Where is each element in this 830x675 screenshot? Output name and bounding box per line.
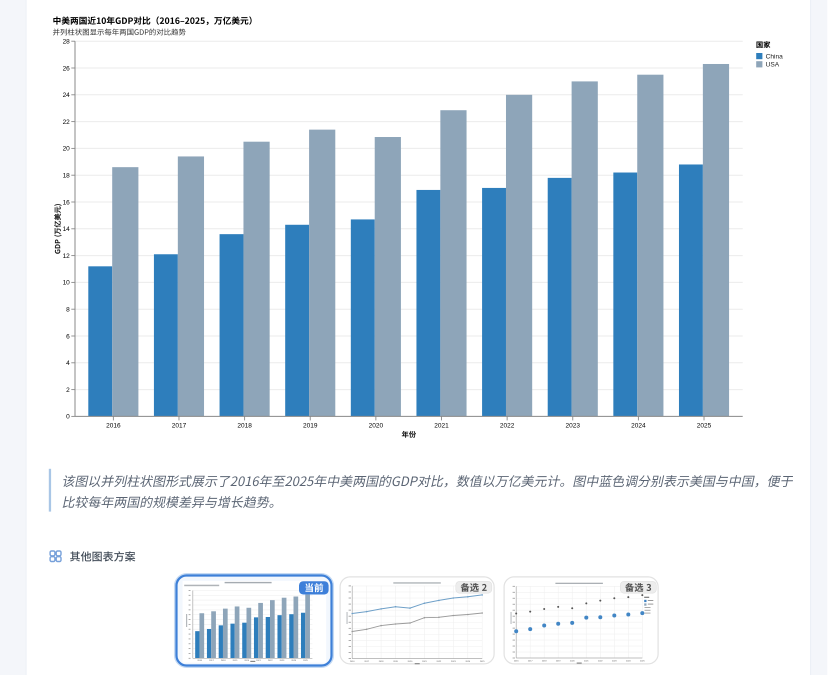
svg-text:2016: 2016 <box>106 422 121 429</box>
svg-text:2016: 2016 <box>197 660 202 662</box>
svg-text:2019: 2019 <box>303 422 318 429</box>
svg-text:26: 26 <box>63 65 71 72</box>
svg-text:20: 20 <box>63 146 71 153</box>
svg-text:2017: 2017 <box>209 660 214 662</box>
svg-text:2020: 2020 <box>570 661 575 663</box>
svg-text:2024: 2024 <box>631 422 646 429</box>
svg-text:2020: 2020 <box>244 660 249 662</box>
svg-text:6: 6 <box>66 333 70 340</box>
svg-text:2018: 2018 <box>237 422 252 429</box>
svg-text:2024: 2024 <box>626 661 631 663</box>
svg-text:22: 22 <box>63 119 71 126</box>
svg-text:2023: 2023 <box>280 660 285 662</box>
svg-text:2019: 2019 <box>556 661 561 663</box>
svg-text:2021: 2021 <box>434 422 449 429</box>
svg-text:2020: 2020 <box>369 422 384 429</box>
svg-text:16: 16 <box>63 199 71 206</box>
svg-text:2024: 2024 <box>465 661 470 663</box>
svg-text:2016: 2016 <box>350 661 355 663</box>
svg-text:2017: 2017 <box>172 422 187 429</box>
svg-text:2017: 2017 <box>364 661 369 663</box>
svg-text:China: China <box>766 54 784 61</box>
svg-text:0: 0 <box>66 414 70 421</box>
svg-text:2016: 2016 <box>514 661 519 663</box>
svg-text:18: 18 <box>63 173 71 180</box>
svg-text:2022: 2022 <box>598 661 603 663</box>
svg-text:2023: 2023 <box>451 661 456 663</box>
svg-text:2022: 2022 <box>437 661 442 663</box>
svg-text:24: 24 <box>63 92 71 99</box>
svg-text:14: 14 <box>63 226 71 233</box>
svg-text:2018: 2018 <box>379 661 384 663</box>
svg-text:2022: 2022 <box>500 422 515 429</box>
svg-text:2023: 2023 <box>566 422 581 429</box>
svg-text:2020: 2020 <box>408 661 413 663</box>
svg-text:2025: 2025 <box>303 660 308 662</box>
svg-text:2025: 2025 <box>640 661 645 663</box>
svg-text:2023: 2023 <box>612 661 617 663</box>
svg-text:2021: 2021 <box>256 660 261 662</box>
svg-text:2018: 2018 <box>221 660 226 662</box>
svg-text:2021: 2021 <box>422 661 427 663</box>
svg-text:2018: 2018 <box>542 661 547 663</box>
svg-text:2017: 2017 <box>528 661 533 663</box>
svg-text:USA: USA <box>766 62 780 69</box>
svg-text:2022: 2022 <box>268 660 273 662</box>
svg-text:2019: 2019 <box>393 661 398 663</box>
svg-text:2025: 2025 <box>697 422 712 429</box>
svg-text:8: 8 <box>66 307 70 314</box>
svg-text:2019: 2019 <box>233 660 238 662</box>
svg-text:2025: 2025 <box>480 661 485 663</box>
svg-text:28: 28 <box>63 39 71 46</box>
svg-text:2021: 2021 <box>584 661 589 663</box>
svg-text:2: 2 <box>66 387 70 394</box>
svg-text:4: 4 <box>66 360 70 367</box>
svg-text:2024: 2024 <box>291 660 296 662</box>
svg-text:12: 12 <box>63 253 71 260</box>
svg-text:10: 10 <box>63 280 71 287</box>
